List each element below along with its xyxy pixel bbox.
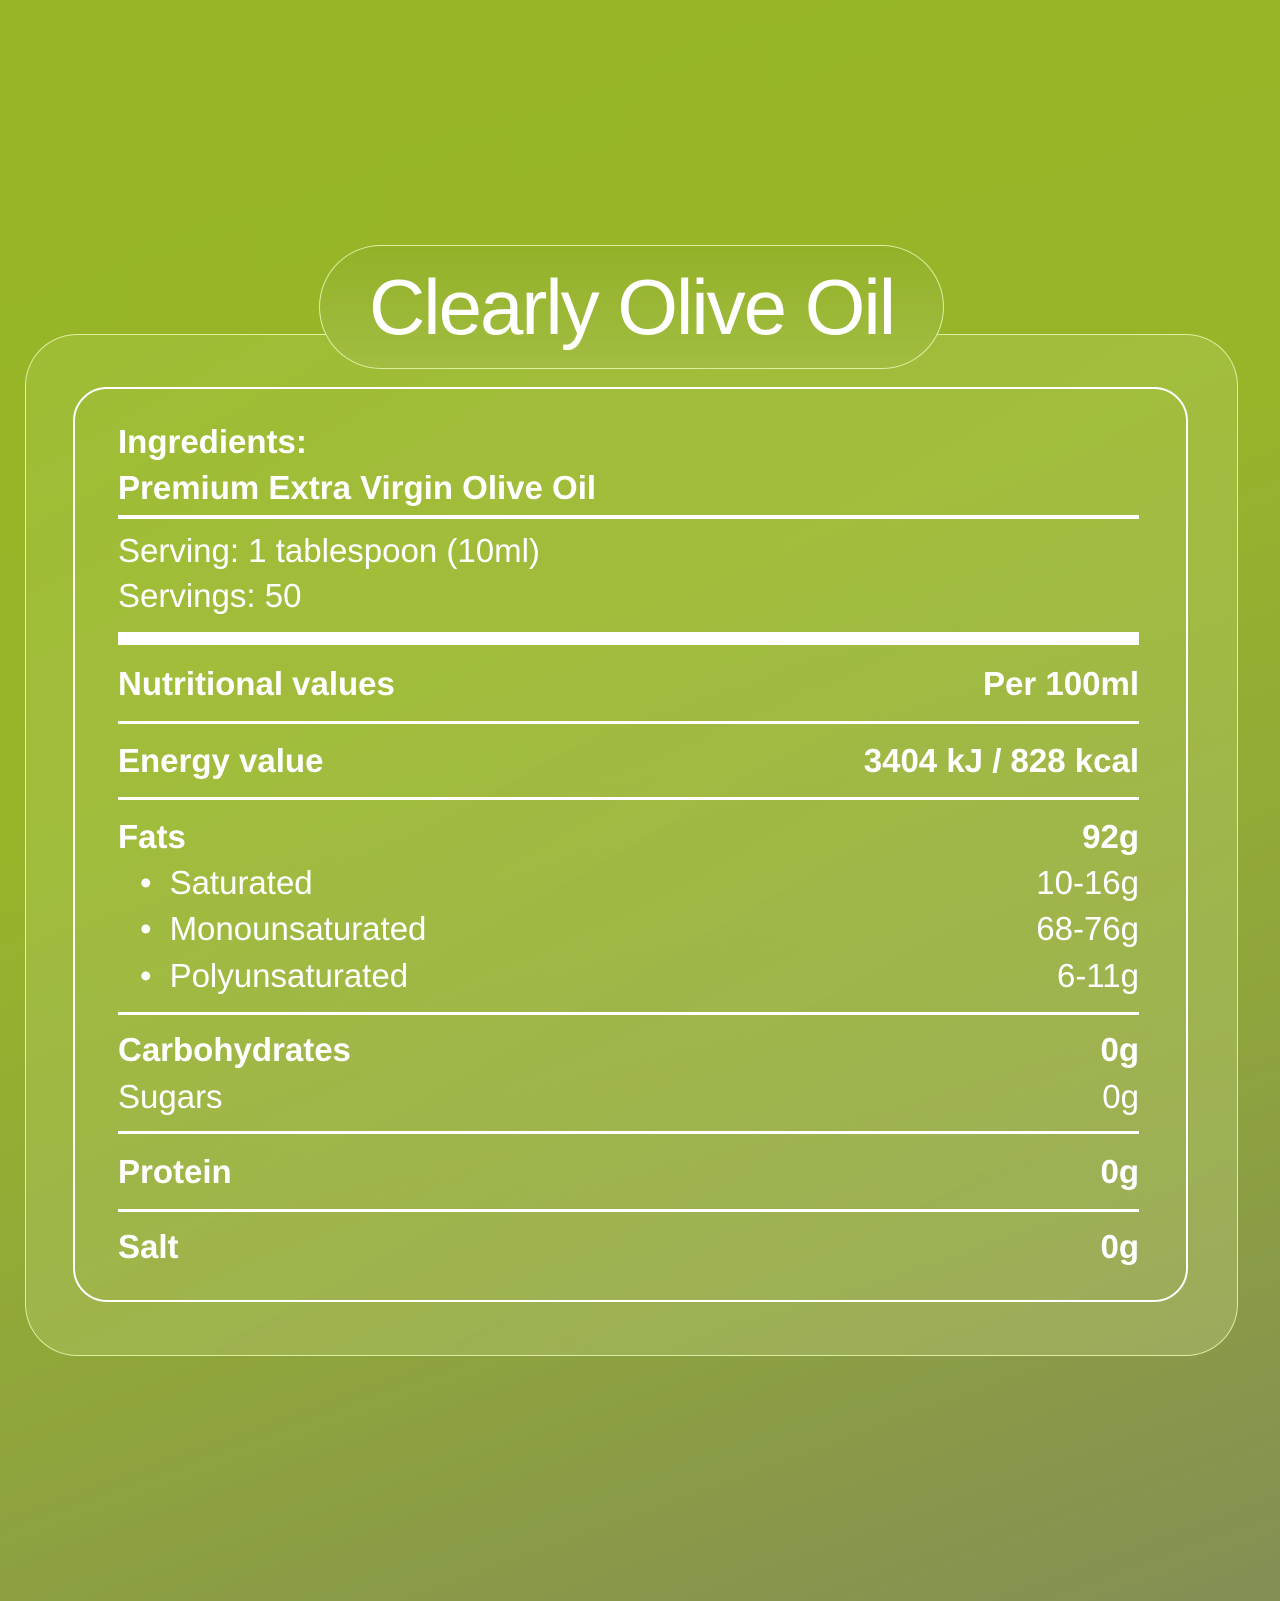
divider xyxy=(118,797,1139,800)
divider xyxy=(118,1131,1139,1134)
nutrition-panel xyxy=(73,387,1188,1302)
product-title: Clearly Olive Oil xyxy=(368,262,896,351)
ingredients-label: Ingredients: xyxy=(118,423,307,460)
table-row-sugars: Sugars 0g xyxy=(118,1078,1139,1115)
table-header: Nutritional values Per 100ml xyxy=(118,665,1139,702)
table-row-fats: Fats 92g xyxy=(118,818,1139,855)
title-pill: Clearly Olive Oil xyxy=(319,245,944,369)
table-row-carbohydrates: Carbohydrates 0g xyxy=(118,1031,1139,1068)
divider xyxy=(118,1012,1139,1015)
table-row-energy: Energy value 3404 kJ / 828 kcal xyxy=(118,742,1139,779)
label-card xyxy=(25,334,1238,1356)
serving-size: Serving: 1 tablespoon (10ml) xyxy=(118,532,540,569)
table-row-protein: Protein 0g xyxy=(118,1153,1139,1190)
thick-divider xyxy=(118,632,1139,645)
servings-count: Servings: 50 xyxy=(118,577,302,614)
divider xyxy=(118,721,1139,724)
divider xyxy=(118,1209,1139,1212)
ingredients-value: Premium Extra Virgin Olive Oil xyxy=(118,469,597,506)
table-row-salt: Salt 0g xyxy=(118,1228,1139,1265)
divider xyxy=(118,515,1139,519)
